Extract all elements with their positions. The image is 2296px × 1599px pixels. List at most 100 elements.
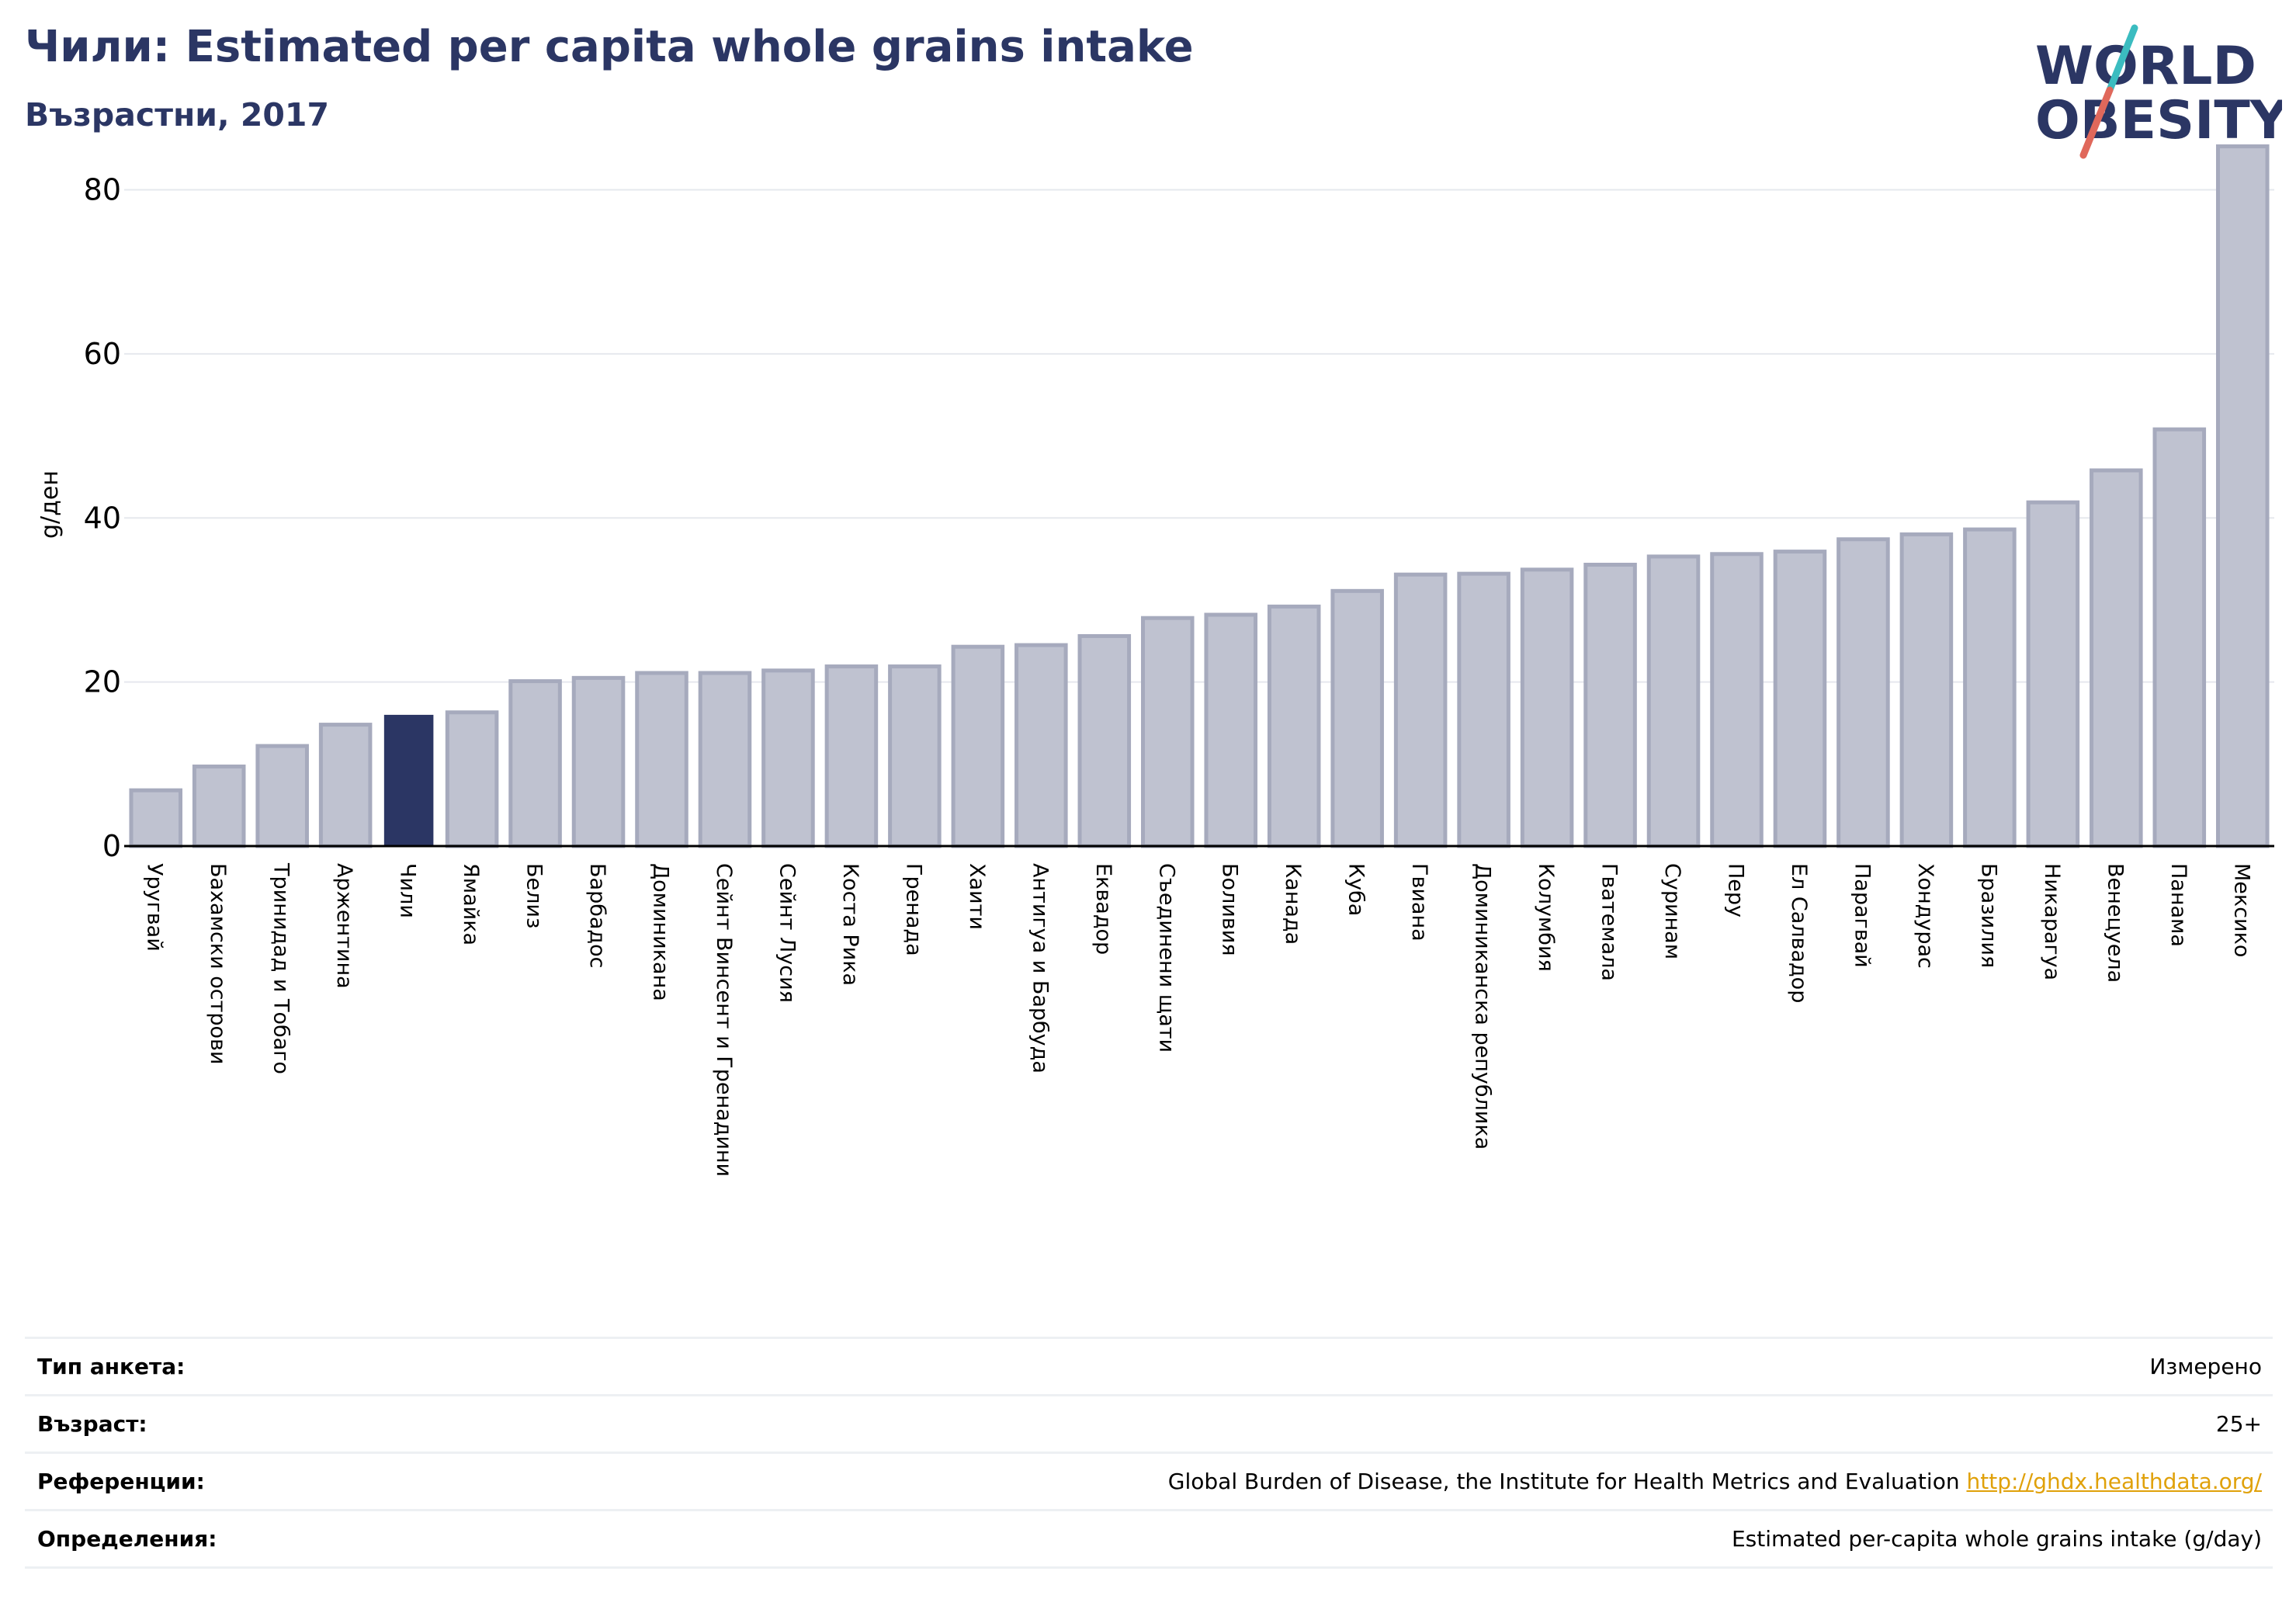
x-tick-label: Никарагуа [2040, 863, 2064, 980]
x-tick-labels: Уругвай Бахамски острови Тринидад и Тобаго… [143, 862, 2254, 1177]
bar-5 [445, 710, 499, 848]
meta-value: Estimated per-capita whole grains intake… [1731, 1526, 2262, 1552]
bar-26 [1773, 550, 1827, 848]
x-tick-label: Хаити [965, 863, 989, 930]
x-tick-label: Барбадос [585, 863, 609, 968]
bar-32 [2152, 427, 2207, 848]
bar-chart: 0 20 40 60 80 Уругвай Бахамски острови Тринида… [36, 144, 2274, 1177]
bar-28 [1899, 532, 1954, 848]
x-tick-label: Антигуа и Барбуда [1028, 863, 1052, 1074]
world-obesity-logo: WORLD OBESITY [2035, 24, 2282, 159]
bar-18 [1267, 604, 1321, 848]
bar-14 [1014, 643, 1068, 848]
bar-10 [761, 668, 815, 848]
bar-0 [129, 788, 183, 848]
logo-text-world: WORLD [2035, 36, 2256, 97]
meta-value: 25+ [2215, 1411, 2262, 1437]
bar-21 [1457, 571, 1510, 848]
x-tick-label: Доминикана [649, 863, 673, 1001]
bar-30 [2026, 500, 2080, 848]
x-tick-label: Доминиканска република [1471, 863, 1495, 1150]
bar-24 [1646, 554, 1701, 848]
bar-15 [1077, 633, 1132, 848]
meta-label: Определения: [37, 1526, 217, 1552]
meta-label: Тип анкета: [37, 1354, 186, 1379]
x-tick-label: Венецуела [2103, 863, 2127, 983]
x-tick-label: Боливия [1218, 863, 1242, 956]
bar-11 [824, 664, 879, 848]
y-tick-label: 40 [84, 501, 121, 535]
x-tick-label: Еквадор [1091, 863, 1115, 955]
bar-3 [318, 723, 373, 848]
x-tick-label: Куба [1344, 863, 1368, 916]
x-tick-label: Коста Рика [838, 863, 862, 986]
bar-27 [1836, 537, 1890, 848]
chart-title: Чили: Estimated per capita whole grains … [25, 22, 1194, 72]
bar-6 [508, 679, 562, 848]
x-tick-label: Гренада [901, 863, 925, 956]
bar-29 [1963, 527, 2017, 848]
x-tick-label: Колумбия [1534, 863, 1558, 972]
bar-1 [192, 764, 246, 848]
bar-22 [1520, 567, 1574, 848]
bar-20 [1393, 572, 1448, 848]
x-tick-label: Ел Салвадор [1787, 863, 1811, 1003]
meta-label: Референции: [37, 1469, 205, 1494]
y-axis-label: g/ден [36, 470, 64, 539]
bar-19 [1330, 588, 1384, 848]
meta-row-survey-type: Тип анкета: Измерено [25, 1337, 2273, 1394]
x-tick-label: Бахамски острови [206, 863, 230, 1064]
bar-2 [255, 744, 309, 848]
logo-text-obesity: OBESITY [2035, 90, 2282, 151]
y-tick-label: 60 [84, 337, 121, 371]
chart-subtitle: Възрастни, 2017 [25, 96, 329, 134]
logo-slash-teal [2106, 24, 2138, 94]
logo-slash-red [2079, 86, 2114, 159]
meta-value-references: Global Burden of Disease, the Institute … [1168, 1469, 2262, 1494]
bar-25 [1710, 552, 1764, 848]
reference-text: Global Burden of Disease, the Institute … [1167, 1469, 1960, 1494]
y-tick-label: 20 [84, 665, 121, 699]
bar-7 [571, 675, 626, 848]
bars [129, 144, 2270, 848]
x-tick-label: Сейнт Лусия [775, 863, 799, 1003]
x-tick-label: Перу [1724, 863, 1748, 917]
x-tick-label: Уругвай [143, 863, 167, 952]
bar-16 [1140, 616, 1195, 848]
y-tick-label: 80 [84, 173, 121, 207]
bar-12 [888, 664, 942, 848]
x-tick-label: Панама [2166, 863, 2190, 947]
x-tick-label: Канада [1281, 863, 1305, 945]
x-tick-label: Белиз [522, 863, 546, 928]
bar-4 [383, 714, 434, 846]
x-tick-label: Гвиана [1407, 863, 1431, 942]
x-tick-label: Сейнт Винсент и Гренадини [712, 863, 736, 1177]
x-tick-label: Мексико [2229, 863, 2253, 957]
bar-17 [1204, 612, 1258, 848]
bar-33 [2215, 144, 2270, 848]
y-tick-label: 0 [102, 829, 121, 863]
meta-value: Измерено [2149, 1354, 2262, 1379]
x-tick-label: Парагвай [1850, 863, 1874, 968]
x-tick-label: Суринам [1660, 863, 1684, 959]
axes: 0 20 40 60 80 [84, 173, 2274, 863]
x-tick-label: Чили [396, 863, 420, 918]
bar-9 [698, 671, 752, 848]
meta-row-definitions: Определения: Estimated per-capita whole … [25, 1509, 2273, 1569]
x-tick-label: Тринидад и Тобаго [269, 862, 293, 1074]
meta-row-age: Възраст: 25+ [25, 1394, 2273, 1452]
x-tick-label: Ямайка [459, 863, 483, 945]
meta-label: Възраст: [37, 1411, 147, 1437]
bar-23 [1583, 563, 1637, 848]
bar-13 [951, 644, 1005, 848]
bar-8 [635, 671, 688, 848]
x-tick-label: Съединени щати [1154, 863, 1178, 1053]
metadata-table: Тип анкета: Измерено Възраст: 25+ Рефере… [25, 1337, 2273, 1569]
reference-link[interactable]: http://ghdx.healthdata.org/ [1966, 1469, 2262, 1494]
x-tick-label: Бразилия [1976, 863, 2000, 968]
x-tick-label: Хондурас [1913, 863, 1937, 969]
bar-31 [2090, 468, 2143, 848]
x-tick-label: Аржентина [332, 863, 356, 989]
x-tick-label: Гватемала [1597, 863, 1621, 981]
meta-row-references: Референции: Global Burden of Disease, th… [25, 1452, 2273, 1509]
